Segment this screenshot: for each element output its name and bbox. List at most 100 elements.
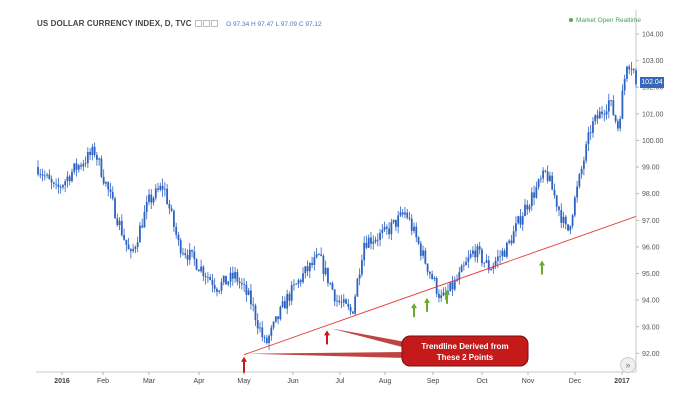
candle-body bbox=[159, 185, 162, 190]
candle-body bbox=[272, 321, 275, 328]
candle-body bbox=[320, 254, 323, 256]
candle-body bbox=[279, 306, 282, 320]
candle-body bbox=[327, 267, 329, 284]
candle-body bbox=[365, 242, 368, 248]
candle-body bbox=[175, 226, 178, 235]
candle-body bbox=[358, 274, 361, 279]
candle-body bbox=[385, 226, 388, 229]
candle-body bbox=[347, 303, 350, 307]
candle-body bbox=[576, 186, 579, 198]
candle-body bbox=[515, 223, 517, 232]
candle-body bbox=[390, 222, 393, 235]
x-tick-label: Sep bbox=[427, 378, 440, 385]
candle-body bbox=[277, 316, 280, 320]
x-tick-label: Aug bbox=[379, 378, 392, 385]
x-tick-label: 2016 bbox=[54, 378, 70, 385]
candle-body bbox=[216, 288, 218, 292]
candle-body bbox=[616, 121, 619, 129]
candle-body bbox=[462, 265, 465, 267]
candle-body bbox=[435, 277, 438, 294]
candle-body bbox=[367, 237, 370, 248]
candle-body bbox=[52, 182, 55, 184]
annotations: Trendline Derived from These 2 Points bbox=[241, 216, 637, 373]
candle-body bbox=[229, 272, 232, 282]
candle-body bbox=[592, 121, 594, 133]
candle-body bbox=[236, 271, 239, 282]
candle-body bbox=[308, 262, 311, 272]
candle-body bbox=[533, 192, 535, 198]
close-icon[interactable] bbox=[210, 20, 218, 28]
candle-body bbox=[202, 266, 205, 277]
candle-body bbox=[451, 282, 454, 290]
candle-body bbox=[383, 226, 386, 230]
candle-body bbox=[401, 212, 404, 215]
settings-icon[interactable] bbox=[194, 20, 202, 28]
ohlc-readout: O 97.34 H 97.47 L 97.09 C 97.12 bbox=[226, 21, 322, 28]
candle-body bbox=[195, 259, 198, 270]
double-chevron-right-icon: » bbox=[625, 360, 631, 370]
candle-body bbox=[254, 305, 257, 321]
y-tick-label: 98.00 bbox=[642, 191, 660, 198]
candle-body bbox=[440, 295, 443, 299]
candle-body bbox=[157, 188, 159, 190]
candle-body bbox=[619, 118, 622, 129]
candle-body bbox=[231, 272, 234, 279]
candle-body bbox=[141, 225, 144, 228]
candle-body bbox=[356, 278, 359, 297]
trendline bbox=[243, 216, 637, 356]
candle-body bbox=[299, 280, 302, 283]
candle-body bbox=[601, 111, 603, 114]
candle-body bbox=[163, 188, 166, 190]
candle-body bbox=[519, 216, 522, 225]
candle-body bbox=[39, 174, 42, 176]
candle-body bbox=[245, 284, 248, 295]
candle-body bbox=[481, 249, 483, 264]
candle-body bbox=[116, 218, 119, 226]
candle-body bbox=[340, 301, 343, 303]
candle-body bbox=[388, 228, 390, 235]
x-tick-label: Apr bbox=[194, 378, 206, 385]
candle-body bbox=[499, 256, 501, 257]
candle-body bbox=[478, 246, 481, 250]
axes: 92.00 93.00 94.00 95.00 96.00 97.00 98.00 99.00… bbox=[36, 10, 664, 385]
candle-body bbox=[598, 111, 601, 119]
candle-body bbox=[524, 204, 526, 217]
candle-body bbox=[449, 282, 452, 292]
candle-body bbox=[286, 294, 289, 309]
candle-body bbox=[84, 163, 87, 165]
x-tick-label: May bbox=[237, 378, 251, 385]
candle-body bbox=[204, 276, 207, 278]
y-tick-label: 100.00 bbox=[642, 138, 664, 145]
candle-body bbox=[628, 66, 631, 70]
candle-body bbox=[188, 249, 191, 260]
candle-body bbox=[46, 174, 48, 176]
callout-pointer-may bbox=[249, 352, 406, 358]
candle-body bbox=[197, 269, 200, 272]
candle-body bbox=[469, 253, 472, 258]
candle-body bbox=[123, 235, 125, 240]
compare-icon[interactable] bbox=[202, 20, 210, 28]
candle-body bbox=[62, 185, 64, 188]
candle-body bbox=[161, 185, 164, 190]
candle-body bbox=[528, 206, 531, 210]
scroll-to-latest-button[interactable]: » bbox=[620, 357, 636, 373]
candle-body bbox=[512, 231, 515, 244]
candle-body bbox=[363, 242, 366, 261]
candle-body bbox=[342, 299, 345, 303]
candle-body bbox=[184, 253, 187, 256]
candle-body bbox=[80, 165, 82, 167]
candle-body bbox=[222, 275, 225, 283]
y-tick-label: 96.00 bbox=[642, 244, 660, 251]
candle-body bbox=[120, 220, 123, 236]
candle-body bbox=[376, 239, 379, 241]
x-tick-label: 2017 bbox=[614, 378, 630, 385]
candle-body bbox=[612, 100, 615, 116]
candle-body bbox=[410, 218, 413, 231]
candle-body bbox=[259, 327, 261, 329]
candle-body bbox=[98, 158, 101, 160]
candle-body bbox=[379, 232, 381, 240]
candle-body bbox=[105, 182, 107, 184]
candle-body bbox=[623, 78, 626, 91]
x-tick-label: Jul bbox=[336, 378, 345, 385]
